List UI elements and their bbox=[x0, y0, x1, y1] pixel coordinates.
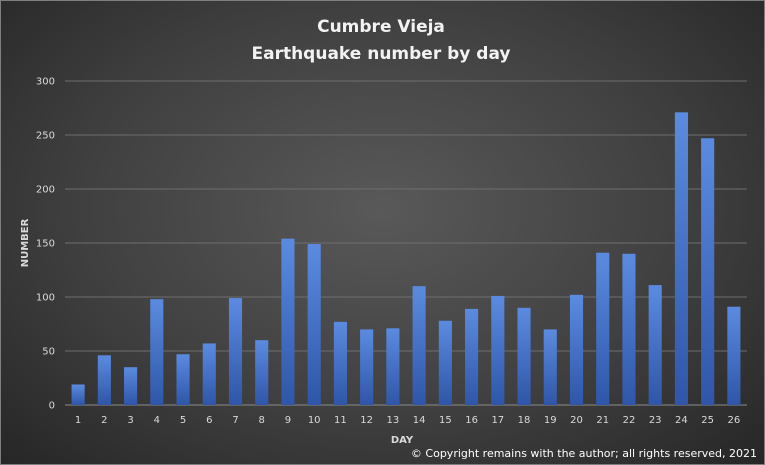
x-tick-label: 16 bbox=[465, 415, 478, 426]
bar-day-9 bbox=[281, 238, 295, 405]
bar-day-15 bbox=[438, 320, 452, 405]
y-tick-label: 100 bbox=[36, 293, 55, 304]
x-tick-label: 5 bbox=[180, 415, 186, 426]
bar-day-12 bbox=[360, 329, 374, 405]
x-tick-label: 7 bbox=[232, 415, 238, 426]
bar-day-23 bbox=[648, 285, 662, 405]
x-tick-label: 3 bbox=[127, 415, 133, 426]
chart-title-line-2: Earthquake number by day bbox=[251, 44, 510, 64]
x-tick-label: 26 bbox=[728, 415, 741, 426]
x-tick-label: 13 bbox=[387, 415, 400, 426]
bar-day-14 bbox=[412, 286, 426, 405]
x-axis-label: DAY bbox=[391, 435, 414, 446]
x-tick-label: 22 bbox=[623, 415, 636, 426]
chart-title-line-1: Cumbre Vieja bbox=[317, 17, 445, 37]
bar-day-18 bbox=[517, 307, 531, 405]
bar-day-8 bbox=[255, 340, 269, 405]
x-tick-label: 23 bbox=[649, 415, 662, 426]
bar-day-7 bbox=[228, 298, 243, 405]
y-tick-label: 0 bbox=[49, 401, 55, 412]
bar-day-17 bbox=[491, 295, 505, 405]
x-tick-label: 8 bbox=[259, 415, 265, 426]
bar-day-11 bbox=[333, 321, 347, 405]
bar-day-4 bbox=[150, 299, 164, 405]
bar-day-22 bbox=[622, 253, 636, 405]
bar-day-1 bbox=[71, 384, 85, 405]
x-tick-label: 1 bbox=[75, 415, 81, 426]
x-tick-label: 24 bbox=[675, 415, 688, 426]
x-tick-label: 9 bbox=[285, 415, 291, 426]
x-tick-label: 25 bbox=[701, 415, 714, 426]
y-tick-label: 300 bbox=[36, 77, 55, 88]
bars bbox=[71, 112, 741, 406]
x-tick-label: 17 bbox=[491, 415, 504, 426]
bar-day-21 bbox=[596, 252, 610, 405]
gridlines bbox=[65, 80, 747, 406]
y-tick-label: 150 bbox=[36, 239, 55, 250]
y-tick-labels: 0 50 100 150 200 250 300 bbox=[36, 77, 55, 412]
bar-day-5 bbox=[176, 354, 190, 405]
x-tick-label: 11 bbox=[334, 415, 347, 426]
bar-day-26 bbox=[727, 306, 741, 405]
bar-day-16 bbox=[465, 308, 479, 405]
x-tick-label: 2 bbox=[101, 415, 107, 426]
x-tick-label: 18 bbox=[518, 415, 531, 426]
x-tick-label: 12 bbox=[360, 415, 373, 426]
x-tick-label: 6 bbox=[206, 415, 212, 426]
y-tick-label: 250 bbox=[36, 131, 55, 142]
x-tick-label: 15 bbox=[439, 415, 452, 426]
x-tick-label: 4 bbox=[154, 415, 160, 426]
bar-day-2 bbox=[97, 355, 111, 405]
y-tick-label: 50 bbox=[42, 347, 55, 358]
x-tick-label: 14 bbox=[413, 415, 426, 426]
y-axis-label: NUMBER bbox=[20, 218, 31, 267]
bar-day-10 bbox=[307, 244, 321, 405]
bar-day-25 bbox=[701, 138, 715, 406]
x-tick-labels: 1 2 3 4 5 6 7 8 9 10 11 12 13 14 15 16 17 18 19 20 21 22 23 24 2… bbox=[75, 415, 740, 426]
bar-day-13 bbox=[386, 328, 400, 405]
x-tick-label: 20 bbox=[570, 415, 583, 426]
bar-day-20 bbox=[569, 294, 584, 405]
bar-day-3 bbox=[124, 367, 138, 405]
y-tick-label: 200 bbox=[36, 185, 55, 196]
bar-day-6 bbox=[202, 343, 216, 405]
x-tick-label: 10 bbox=[308, 415, 321, 426]
copyright-notice: © Copyright remains with the author; all… bbox=[411, 447, 757, 460]
bar-day-24 bbox=[674, 112, 688, 405]
x-tick-label: 19 bbox=[544, 415, 557, 426]
x-tick-label: 21 bbox=[596, 415, 609, 426]
bar-day-19 bbox=[543, 329, 557, 405]
